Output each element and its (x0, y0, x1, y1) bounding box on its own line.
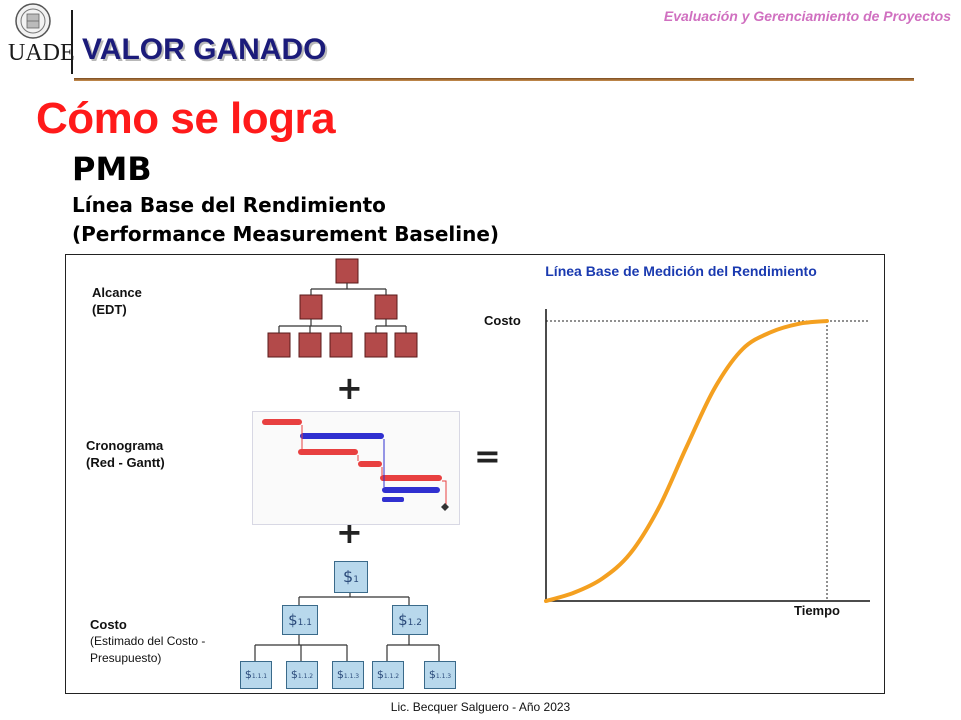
cost-node-1-2-1: $1.1.2 (372, 661, 404, 689)
cronograma-label: Cronograma (Red - Gantt) (86, 438, 165, 470)
section-title: VALOR GANADO (82, 33, 327, 66)
baseline-s-curve (544, 319, 829, 603)
logo-divider (71, 10, 73, 74)
footer-text: Lic. Becquer Salguero - Año 2023 (390, 700, 571, 714)
pmb-figure: Alcance (EDT) (65, 254, 885, 694)
chart-title: Línea Base de Medición del Rendimiento (545, 263, 817, 279)
cost-tree-diagram: $1 $1.1 $1.2 $1.1.1 $1.1.2 $1.1.3 $1.1.2… (236, 559, 466, 691)
pmb-acronym: PMB (72, 150, 152, 188)
gantt-diagram (252, 411, 460, 525)
pmb-english-name: (Performance Measurement Baseline) (72, 222, 500, 246)
chart-x-label: Tiempo (794, 603, 840, 618)
logo-text: UADE (8, 40, 75, 66)
cost-tree-connectors (254, 591, 440, 661)
cost-node-1: $1 (334, 561, 368, 593)
cost-node-1-1-1: $1.1.1 (240, 661, 272, 689)
course-title: Evaluación y Gerenciamiento de Proyectos (663, 8, 951, 24)
alcance-label: Alcance (EDT) (92, 285, 142, 317)
s-curve-chart (544, 309, 870, 603)
cost-node-1-1-3: $1.1.3 (332, 661, 364, 689)
university-seal-icon (15, 3, 51, 39)
chart-y-label: Costo (484, 313, 521, 328)
cost-node-1-1: $1.1 (282, 605, 318, 635)
wbs-tree-diagram (267, 258, 418, 358)
cost-node-1-2: $1.2 (392, 605, 428, 635)
cost-node-1-1-2: $1.1.2 (286, 661, 318, 689)
equals-sign: = (474, 437, 501, 475)
slide-heading: Cómo se logra (36, 94, 336, 143)
plus-sign-1: + (336, 369, 363, 407)
costo-label: Costo (Estimado del Costo - Presupuesto) (90, 617, 206, 665)
pmb-spanish-name: Línea Base del Rendimiento (72, 193, 386, 217)
header-rule (74, 78, 914, 81)
cost-node-1-2-2: $1.1.3 (424, 661, 456, 689)
